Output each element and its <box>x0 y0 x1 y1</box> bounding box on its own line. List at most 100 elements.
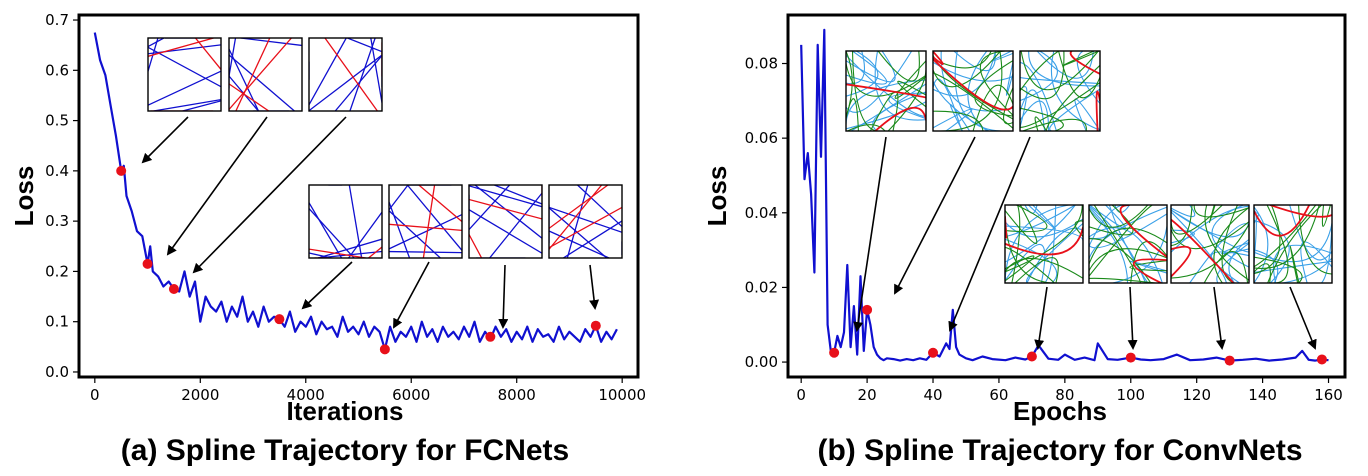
spline-curve <box>1045 64 1100 131</box>
inset-frame <box>845 50 927 132</box>
spline-inset <box>147 37 222 112</box>
y-tick-label: 0.5 <box>45 112 69 130</box>
spline-curve <box>1254 249 1279 283</box>
spline-inset <box>1253 204 1333 284</box>
spline-curve <box>1171 211 1228 283</box>
spline-line <box>347 38 382 53</box>
spline-line <box>418 185 462 223</box>
y-tick-label: 0.4 <box>45 162 69 180</box>
spline-curve <box>1171 218 1235 283</box>
spline-curve <box>846 51 879 97</box>
inset-frame <box>308 37 383 112</box>
spline-inset <box>1004 204 1084 284</box>
spline-inset <box>1019 50 1101 132</box>
spline-curve <box>1171 221 1249 250</box>
panel-caption: (a) Spline Trajectory for FCNets <box>121 434 569 467</box>
spline-curve <box>1130 240 1167 283</box>
spline-line <box>148 70 221 106</box>
spline-curve <box>1095 90 1100 131</box>
spline-curve <box>1289 246 1300 283</box>
inset-frame <box>1019 50 1101 132</box>
annotation-arrow <box>498 264 509 329</box>
y-tick-label: 0.02 <box>745 278 778 296</box>
spline-line <box>153 98 221 111</box>
spline-line <box>148 38 214 57</box>
spline-inset <box>468 184 543 259</box>
spline-curve <box>877 51 920 82</box>
x-tick-label: 8000 <box>498 386 536 404</box>
spline-line <box>309 202 343 258</box>
spline-line <box>309 208 355 258</box>
spline-curve <box>1298 205 1332 275</box>
x-tick-label: 60 <box>989 386 1008 404</box>
checkpoint-marker <box>1224 355 1235 366</box>
y-tick-label: 0.6 <box>45 61 69 79</box>
x-tick-label: 2000 <box>181 386 219 404</box>
spline-curve <box>972 84 1013 131</box>
spline-curve <box>1282 257 1332 283</box>
annotation-arrow <box>1034 286 1048 350</box>
spline-line <box>389 201 411 258</box>
spline-inset <box>308 37 383 112</box>
spline-line <box>235 38 271 111</box>
y-tick-label: 0.2 <box>45 262 69 280</box>
annotation-arrow <box>589 264 600 310</box>
annotation-arrow <box>1127 286 1138 350</box>
y-tick-label: 0.06 <box>745 129 778 147</box>
spline-curve <box>1208 205 1216 224</box>
spline-curve <box>846 51 853 118</box>
spline-line <box>229 38 292 110</box>
spline-curve <box>1171 229 1195 244</box>
spline-line <box>349 38 376 111</box>
spline-curve <box>1267 205 1323 283</box>
spline-line <box>469 198 542 220</box>
spline-curve <box>979 51 1013 116</box>
x-tick-label: 140 <box>1248 386 1277 404</box>
spline-line <box>148 46 221 88</box>
spline-line <box>549 185 603 250</box>
spline-curve <box>1089 248 1167 271</box>
spline-line <box>389 210 441 258</box>
spline-curve <box>1204 205 1249 281</box>
spline-curve <box>846 51 913 113</box>
checkpoint-marker <box>274 314 285 325</box>
inset-lines <box>469 185 542 258</box>
checkpoint-marker <box>590 320 601 331</box>
x-tick-label: 0 <box>796 386 806 404</box>
spline-curve <box>1093 205 1141 283</box>
inset-frame <box>388 184 463 259</box>
spline-line <box>182 100 221 111</box>
spline-line <box>229 54 295 111</box>
x-axis-label: Iterations <box>286 396 403 426</box>
spline-curve <box>1022 118 1087 131</box>
spline-curve <box>1002 87 1013 125</box>
x-tick-label: 40 <box>923 386 942 404</box>
spline-line <box>494 185 542 205</box>
y-tick-label: 0.3 <box>45 212 69 230</box>
spline-curve <box>933 58 1013 111</box>
spline-line <box>549 207 608 258</box>
checkpoint-marker <box>168 284 179 295</box>
inset-background <box>549 185 622 258</box>
spline-curve <box>974 60 1013 117</box>
x-tick-label: 120 <box>1182 386 1211 404</box>
spline-curve <box>933 78 963 131</box>
inset-background <box>229 38 302 111</box>
inset-lines <box>549 185 622 258</box>
spline-curve <box>1228 239 1249 283</box>
spline-line <box>389 213 462 250</box>
spline-curve <box>1005 218 1083 238</box>
y-tick-label: 0.04 <box>745 204 778 222</box>
inset-frame <box>1170 204 1250 284</box>
spline-line <box>562 220 622 258</box>
spline-line <box>229 83 270 111</box>
y-axis-label: Loss <box>9 166 39 227</box>
spline-line <box>309 252 332 258</box>
panel-a-fcnets: 0 2000 4000 6000 8000 10000 0.0 0.1 0.2 0.3 0.4 0.5… <box>9 11 646 467</box>
y-tick-label: 0.00 <box>745 353 778 371</box>
spline-curve <box>1005 205 1038 245</box>
spline-curve <box>1321 205 1331 227</box>
checkpoint-marker <box>1316 354 1327 365</box>
inset-frame <box>1004 204 1084 284</box>
